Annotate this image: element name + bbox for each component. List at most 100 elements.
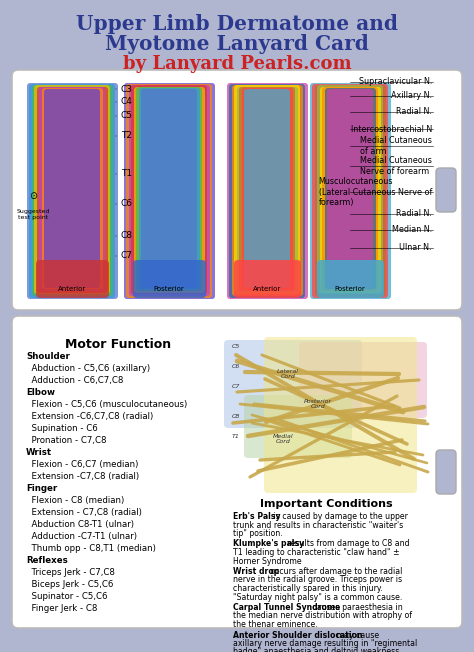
Text: C8: C8 (232, 413, 240, 419)
Text: Flexion - C6,C7 (median): Flexion - C6,C7 (median) (26, 460, 138, 469)
Text: Supraclavicular N.: Supraclavicular N. (359, 78, 432, 87)
Text: Intercostobrachial N: Intercostobrachial N (351, 125, 432, 134)
Text: may cause: may cause (335, 630, 380, 640)
Text: Thumb opp - C8,T1 (median): Thumb opp - C8,T1 (median) (26, 544, 156, 553)
Text: Radial N.: Radial N. (396, 108, 432, 117)
Text: C7: C7 (121, 252, 133, 261)
Text: Extension -C6,C7,C8 (radial): Extension -C6,C7,C8 (radial) (26, 412, 153, 421)
Text: badge" anaesthesia and deltoid weakness.: badge" anaesthesia and deltoid weakness. (233, 647, 402, 652)
FancyBboxPatch shape (27, 83, 118, 299)
Text: Supinator - C5,C6: Supinator - C5,C6 (26, 592, 108, 601)
FancyBboxPatch shape (36, 260, 109, 298)
Text: C6: C6 (121, 200, 133, 209)
Text: Anterior Shoulder dislocation: Anterior Shoulder dislocation (233, 630, 363, 640)
Text: Myotome Lanyard Card: Myotome Lanyard Card (105, 34, 369, 54)
FancyBboxPatch shape (234, 260, 301, 298)
Text: Pronation - C7,C8: Pronation - C7,C8 (26, 436, 107, 445)
Text: Suggested
test point: Suggested test point (16, 209, 50, 220)
FancyBboxPatch shape (227, 83, 308, 299)
FancyBboxPatch shape (320, 87, 381, 293)
Text: Posterior
Cord: Posterior Cord (304, 398, 332, 409)
FancyBboxPatch shape (299, 342, 427, 418)
Text: Flexion - C5,C6 (musculocutaneous): Flexion - C5,C6 (musculocutaneous) (26, 400, 187, 409)
FancyBboxPatch shape (229, 84, 305, 298)
Text: Flexion - C8 (median): Flexion - C8 (median) (26, 496, 124, 505)
FancyBboxPatch shape (129, 85, 210, 296)
Text: nerve in the radial groove. Triceps power is: nerve in the radial groove. Triceps powe… (233, 576, 402, 584)
Text: Anterior: Anterior (253, 286, 281, 292)
Text: Anterior: Anterior (58, 286, 86, 292)
Text: Finger: Finger (26, 484, 57, 493)
Text: Triceps Jerk - C7,C8: Triceps Jerk - C7,C8 (26, 568, 115, 577)
FancyBboxPatch shape (224, 340, 362, 428)
FancyBboxPatch shape (37, 87, 108, 293)
Text: Important Conditions: Important Conditions (260, 499, 392, 509)
FancyBboxPatch shape (131, 85, 207, 294)
Text: T1: T1 (232, 434, 240, 439)
Text: C8: C8 (121, 231, 133, 241)
Text: Ulnar N.: Ulnar N. (400, 243, 432, 252)
Text: the thenar eminence.: the thenar eminence. (233, 620, 318, 629)
FancyBboxPatch shape (141, 89, 197, 288)
Text: Posterior: Posterior (335, 286, 365, 292)
FancyBboxPatch shape (264, 337, 417, 493)
FancyBboxPatch shape (29, 84, 115, 298)
Text: Finger Jerk - C8: Finger Jerk - C8 (26, 604, 97, 613)
Text: Carpal Tunnel Syndrome: Carpal Tunnel Syndrome (233, 603, 340, 612)
FancyBboxPatch shape (42, 88, 103, 289)
FancyBboxPatch shape (312, 84, 388, 298)
Text: ⊙: ⊙ (29, 191, 37, 201)
Text: Extension - C7,C8 (radial): Extension - C7,C8 (radial) (26, 508, 142, 517)
Text: axillary nerve damage resulting in "regimental: axillary nerve damage resulting in "regi… (233, 639, 417, 648)
Text: Reflexes: Reflexes (26, 556, 68, 565)
FancyBboxPatch shape (32, 85, 113, 296)
Text: Adduction -C7-T1 (ulnar): Adduction -C7-T1 (ulnar) (26, 532, 137, 541)
FancyBboxPatch shape (315, 85, 386, 296)
FancyBboxPatch shape (133, 260, 206, 298)
Text: Radial N.: Radial N. (396, 209, 432, 218)
Text: Axillary N.: Axillary N. (391, 91, 432, 100)
FancyBboxPatch shape (237, 87, 298, 293)
Text: Musculocutaneous
(Lateral Cutaneous Nerve of
forearm): Musculocutaneous (Lateral Cutaneous Nerv… (319, 177, 432, 207)
Text: Klumpke's palsy: Klumpke's palsy (233, 539, 304, 548)
FancyBboxPatch shape (325, 88, 376, 289)
Text: causes paraesthesia in: causes paraesthesia in (310, 603, 403, 612)
FancyBboxPatch shape (126, 84, 212, 298)
FancyBboxPatch shape (322, 87, 378, 291)
FancyBboxPatch shape (136, 87, 202, 291)
Text: Wrist: Wrist (26, 448, 52, 457)
Text: Shoulder: Shoulder (26, 352, 70, 361)
Text: Elbow: Elbow (26, 388, 55, 397)
FancyBboxPatch shape (139, 88, 200, 289)
FancyBboxPatch shape (12, 70, 462, 310)
FancyBboxPatch shape (39, 87, 105, 291)
FancyBboxPatch shape (12, 316, 462, 628)
FancyBboxPatch shape (244, 89, 290, 288)
Text: "Saturday night palsy" is a common cause.: "Saturday night palsy" is a common cause… (233, 593, 402, 602)
FancyBboxPatch shape (234, 85, 300, 294)
Text: occurs after damage to the radial: occurs after damage to the radial (268, 567, 402, 576)
Text: T1 leading to characteristic "claw hand" ±: T1 leading to characteristic "claw hand"… (233, 548, 400, 557)
Text: Abduction - C5,C6 (axillary): Abduction - C5,C6 (axillary) (26, 364, 150, 373)
FancyBboxPatch shape (317, 85, 383, 294)
Text: Supination - C6: Supination - C6 (26, 424, 98, 433)
Text: C5: C5 (232, 344, 240, 349)
FancyBboxPatch shape (239, 87, 295, 291)
Text: Adduction - C6,C7,C8: Adduction - C6,C7,C8 (26, 376, 123, 385)
FancyBboxPatch shape (44, 89, 100, 288)
Text: C4: C4 (121, 98, 133, 106)
Text: by Lanyard Pearls.com: by Lanyard Pearls.com (123, 55, 351, 73)
FancyBboxPatch shape (232, 85, 303, 296)
Text: Erb's Palsy: Erb's Palsy (233, 512, 281, 521)
Text: Posterior: Posterior (154, 286, 184, 292)
Text: Lateral
Cord: Lateral Cord (277, 368, 299, 379)
Text: Wrist drop: Wrist drop (233, 567, 279, 576)
Text: C7: C7 (232, 383, 240, 389)
FancyBboxPatch shape (436, 168, 456, 212)
Text: is caused by damage to the upper: is caused by damage to the upper (272, 512, 409, 521)
Text: Extension -C7,C8 (radial): Extension -C7,C8 (radial) (26, 472, 139, 481)
FancyBboxPatch shape (244, 395, 352, 458)
Text: results from damage to C8 and: results from damage to C8 and (285, 539, 410, 548)
Text: characteristically spared in this injury.: characteristically spared in this injury… (233, 584, 383, 593)
FancyBboxPatch shape (124, 83, 215, 299)
